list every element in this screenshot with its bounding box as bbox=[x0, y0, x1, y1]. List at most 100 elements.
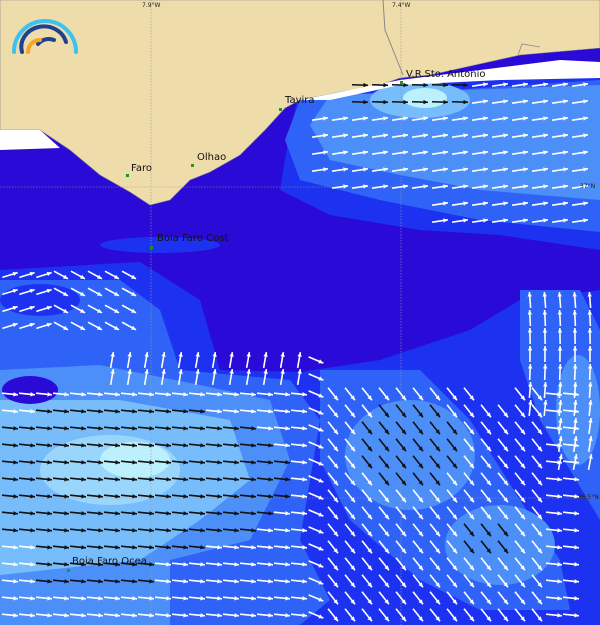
wave-arrow-head bbox=[523, 218, 528, 223]
wave-arrow-head bbox=[563, 116, 568, 121]
wave-arrow-head bbox=[543, 133, 548, 138]
wave-arrow-head bbox=[131, 325, 137, 330]
wave-arrow-head bbox=[384, 463, 389, 469]
wave-arrow-head bbox=[435, 582, 440, 588]
wave-arrow-head bbox=[537, 480, 542, 486]
wave-arrow-head bbox=[537, 548, 542, 554]
wave-arrow-head bbox=[520, 463, 525, 469]
wave-arrow-head bbox=[132, 562, 137, 567]
wave-arrow-head bbox=[557, 596, 562, 601]
wave-arrow-head bbox=[98, 545, 103, 550]
wave-arrow-head bbox=[195, 369, 200, 374]
wave-arrow-head bbox=[503, 616, 508, 622]
place-label-olhao[interactable]: Olhao bbox=[197, 152, 227, 163]
wave-arrow-head bbox=[115, 392, 120, 397]
wave-arrow-head bbox=[234, 392, 239, 397]
wave-arrow-head bbox=[64, 494, 69, 499]
wave-arrow-head bbox=[523, 82, 528, 87]
wave-arrow-head bbox=[469, 531, 474, 537]
wave-arrow-head bbox=[443, 184, 448, 189]
wave-arrow-head bbox=[318, 461, 324, 466]
wave-arrow-head bbox=[285, 528, 290, 533]
wave-arrow-head bbox=[200, 579, 205, 584]
wave-arrow-head bbox=[183, 613, 188, 618]
wave-arrow-head bbox=[13, 392, 18, 397]
wave-arrow-head bbox=[297, 352, 302, 357]
wave-arrow-head bbox=[557, 579, 562, 584]
wave-arrow-head bbox=[523, 184, 528, 189]
wave-arrow-head bbox=[401, 412, 406, 418]
place-label-tavira[interactable]: Tavira bbox=[285, 95, 315, 106]
wave-arrow-head bbox=[350, 548, 355, 554]
wave-arrow-head bbox=[557, 477, 562, 482]
wave-arrow-head bbox=[280, 352, 285, 357]
wave-arrow-head bbox=[574, 579, 579, 584]
buoy-label-ocean[interactable]: Boia Faro Ocea bbox=[72, 556, 147, 567]
wave-arrow-head bbox=[563, 99, 568, 104]
wave-arrow-head bbox=[418, 429, 423, 435]
wave-arrow-head bbox=[435, 463, 440, 469]
wave-arrow-head bbox=[183, 562, 188, 567]
wave-arrow-head bbox=[384, 565, 389, 571]
wave-arrow-head bbox=[166, 460, 171, 465]
wave-arrow-head bbox=[350, 599, 355, 605]
wave-arrow-head bbox=[573, 436, 578, 441]
wave-arrow-head bbox=[318, 427, 324, 432]
wave-arrow-head bbox=[98, 511, 103, 516]
wave-arrow-head bbox=[234, 528, 239, 533]
wave-arrow-head bbox=[503, 429, 508, 435]
wave-arrow-head bbox=[574, 545, 579, 550]
wave-arrow-head bbox=[520, 395, 525, 401]
wave-arrow-head bbox=[383, 184, 388, 189]
wave-arrow-head bbox=[443, 82, 448, 88]
wave-arrow-head bbox=[13, 545, 18, 550]
wave-arrow-head bbox=[557, 328, 563, 333]
wave-arrow-head bbox=[13, 528, 18, 533]
wave-arrow-head bbox=[503, 497, 508, 503]
wave-arrow-head bbox=[47, 545, 52, 550]
wave-arrow-head bbox=[403, 82, 408, 88]
wave-arrow-head bbox=[537, 463, 542, 469]
wave-arrow-head bbox=[333, 446, 338, 452]
wave-arrow-head bbox=[46, 271, 52, 277]
wave-arrow-head bbox=[285, 409, 290, 414]
wave-arrow-head bbox=[418, 463, 423, 469]
wave-arrow-head bbox=[486, 599, 491, 605]
wave-arrow-head bbox=[47, 562, 52, 567]
wave-arrow-head bbox=[557, 511, 562, 516]
wave-arrow-head bbox=[132, 579, 137, 584]
wave-arrow-head bbox=[12, 322, 18, 328]
wave-arrow-head bbox=[183, 579, 188, 584]
wave-arrow-head bbox=[318, 597, 324, 602]
wave-arrow-head bbox=[115, 528, 120, 533]
wave-arrow-head bbox=[469, 480, 474, 486]
wave-arrow-head bbox=[30, 613, 35, 618]
wave-arrow-head bbox=[418, 582, 423, 588]
wave-arrow-head bbox=[588, 418, 593, 423]
wave-arrow-head bbox=[47, 392, 52, 397]
wave-arrow-head bbox=[463, 150, 468, 155]
place-label-vrsa[interactable]: V.R.Sto. Antonio bbox=[406, 69, 486, 80]
wave-arrow-head bbox=[81, 528, 86, 533]
wave-arrow-head bbox=[234, 613, 239, 618]
wave-arrow-head bbox=[98, 460, 103, 465]
wave-arrow-head bbox=[212, 352, 217, 357]
wave-arrow-head bbox=[81, 460, 86, 465]
wave-arrow-head bbox=[115, 494, 120, 499]
place-label-faro[interactable]: Faro bbox=[131, 163, 152, 174]
wave-arrow-head bbox=[367, 582, 372, 588]
wave-arrow-head bbox=[80, 325, 86, 330]
wave-arrow-head bbox=[166, 613, 171, 618]
buoy-label-coastal[interactable]: Boia Faro Cost bbox=[157, 233, 229, 244]
wave-arrow-head bbox=[47, 528, 52, 533]
wave-arrow-head bbox=[401, 616, 406, 622]
wave-arrow-head bbox=[469, 565, 474, 571]
wave-arrow-head bbox=[183, 392, 188, 397]
wave-arrow-head bbox=[115, 579, 120, 584]
wave-arrow-head bbox=[98, 579, 103, 584]
wave-arrow-head bbox=[63, 274, 69, 279]
wave-arrow-head bbox=[234, 562, 239, 567]
